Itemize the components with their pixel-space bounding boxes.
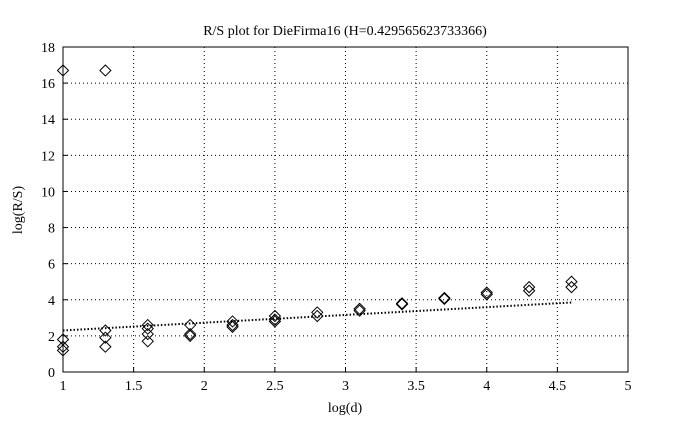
chart-title: R/S plot for DieFirma16 (H=0.42956562373… xyxy=(203,24,487,39)
scatter-point xyxy=(226,320,239,334)
y-axis-label: log(R/S) xyxy=(11,186,26,235)
x-tick-label: 5 xyxy=(625,379,632,394)
scatter-point xyxy=(565,275,578,288)
scatter-point xyxy=(353,302,366,316)
x-tick-label: 1.5 xyxy=(125,379,143,394)
scatter-point xyxy=(99,324,112,337)
scatter-point xyxy=(268,309,282,323)
scatter-point xyxy=(226,315,239,328)
x-tick-label: 4.5 xyxy=(549,379,567,394)
scatter-point xyxy=(141,318,154,332)
x-tick-label: 2 xyxy=(201,379,208,394)
y-tick-label: 14 xyxy=(41,113,55,128)
scatter-point xyxy=(353,304,366,317)
y-tick-label: 16 xyxy=(41,77,55,92)
scatter-point xyxy=(480,286,493,299)
scatter-point xyxy=(395,297,409,310)
x-tick-label: 3.5 xyxy=(407,379,425,394)
scatter-point xyxy=(56,64,70,77)
y-tick-label: 4 xyxy=(48,294,55,309)
fit-line xyxy=(62,301,572,332)
scatter-point xyxy=(522,284,536,297)
scatter-point xyxy=(268,313,282,326)
scatter-point xyxy=(268,315,282,328)
scatter-point xyxy=(226,318,239,332)
x-tick-label: 3 xyxy=(342,379,349,394)
y-tick-label: 6 xyxy=(48,258,55,273)
y-tick-label: 10 xyxy=(41,185,55,200)
scatter-point xyxy=(141,327,154,341)
scatter-point xyxy=(395,298,409,311)
x-axis-label: log(d) xyxy=(328,401,363,416)
y-tick-label: 12 xyxy=(41,149,55,164)
scatter-point xyxy=(56,344,70,357)
scatter-point xyxy=(99,64,112,77)
scatter-point xyxy=(311,306,324,319)
scatter-point xyxy=(99,331,112,344)
y-tick-label: 18 xyxy=(41,41,55,56)
y-tick-label: 0 xyxy=(48,366,55,381)
scatter-point xyxy=(438,292,451,306)
y-tick-label: 2 xyxy=(48,330,55,345)
scatter-point xyxy=(565,280,578,294)
scatter-point xyxy=(141,335,154,348)
scatter-point xyxy=(438,291,451,305)
scatter-point xyxy=(183,329,197,343)
scatter-point xyxy=(311,309,324,323)
scatter-point xyxy=(183,327,197,341)
scatter-point xyxy=(56,340,70,353)
scatter-point xyxy=(480,288,493,301)
scatter-point xyxy=(522,280,536,294)
scatter-point xyxy=(99,340,112,353)
x-tick-label: 1 xyxy=(60,379,67,394)
x-tick-label: 2.5 xyxy=(266,379,284,394)
y-tick-label: 8 xyxy=(48,222,55,237)
x-tick-label: 4 xyxy=(483,379,490,394)
